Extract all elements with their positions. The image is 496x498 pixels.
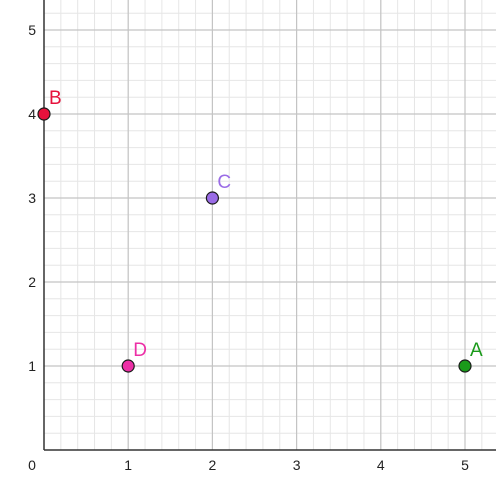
point-label-d: D xyxy=(133,340,147,361)
x-tick-label: 4 xyxy=(377,457,385,473)
x-tick-label: 0 xyxy=(28,457,36,473)
point-labels: A B C D xyxy=(49,88,483,361)
scatter-points xyxy=(37,107,472,373)
point-label-b: B xyxy=(49,88,62,109)
x-tick-label: 3 xyxy=(293,457,301,473)
y-tick-label: 1 xyxy=(28,358,36,374)
y-tick-label: 2 xyxy=(28,274,36,290)
y-tick-label: 5 xyxy=(28,22,36,38)
minor-grid xyxy=(44,0,496,450)
y-tick-label: 3 xyxy=(28,190,36,206)
y-tick-label: 4 xyxy=(28,106,36,122)
axes xyxy=(43,0,496,451)
point-a xyxy=(458,359,472,373)
y-tick-labels: 1 2 3 4 5 xyxy=(28,22,36,374)
point-c xyxy=(205,191,219,205)
x-tick-label: 2 xyxy=(209,457,217,473)
point-d xyxy=(121,359,135,373)
major-grid xyxy=(44,0,496,450)
point-b xyxy=(37,107,51,121)
x-tick-label: 5 xyxy=(461,457,469,473)
x-tick-label: 1 xyxy=(124,457,132,473)
point-label-a: A xyxy=(470,340,483,361)
point-label-c: C xyxy=(217,172,231,193)
x-tick-labels: 0 1 2 3 4 5 xyxy=(28,457,469,473)
